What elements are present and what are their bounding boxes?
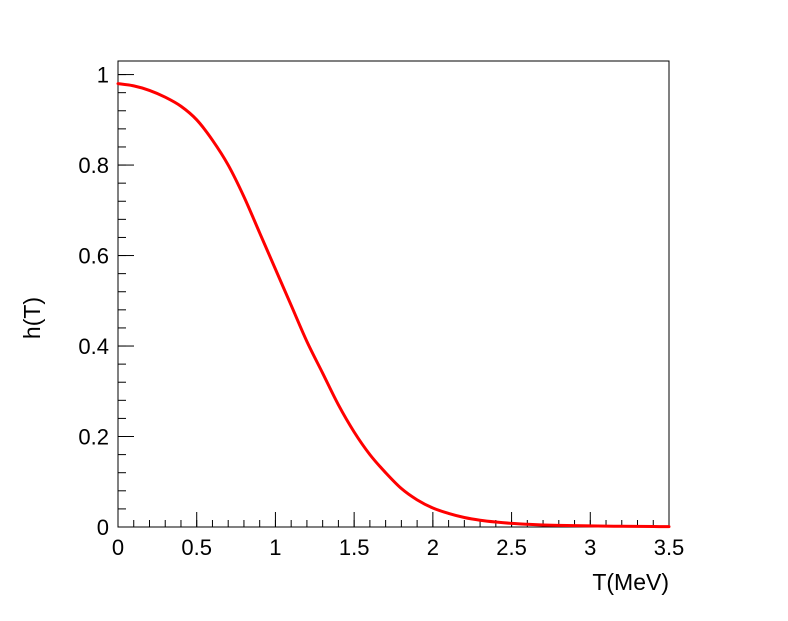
series-line-h-of-t — [116, 82, 671, 529]
x-tick-label: 0.5 — [181, 535, 212, 560]
x-tick-label: 2.5 — [496, 535, 527, 560]
x-tick-label: 1 — [269, 535, 281, 560]
y-tick-label: 0.6 — [78, 244, 109, 269]
y-tick-label: 1 — [97, 63, 109, 88]
x-tick-label: 2 — [427, 535, 439, 560]
y-tick-label: 0.2 — [78, 425, 109, 450]
y-axis-title: h(T) — [19, 297, 45, 339]
x-tick-label: 3.5 — [654, 535, 685, 560]
y-tick-labels: 0 0.2 0.4 0.6 0.8 1 — [78, 63, 109, 540]
x-tick-label: 0 — [112, 535, 124, 560]
y-tick-label: 0.4 — [78, 334, 109, 359]
y-tick-label: 0.8 — [78, 153, 109, 178]
x-tick-labels: 0 0.5 1 1.5 2 2.5 3 3.5 — [112, 535, 684, 560]
plot-frame — [117, 60, 670, 528]
major-ticks — [117, 74, 670, 528]
minor-ticks — [117, 74, 670, 528]
x-tick-label: 1.5 — [339, 535, 370, 560]
x-axis-title: T(MeV) — [592, 569, 669, 595]
y-tick-label: 0 — [97, 515, 109, 540]
x-tick-label: 3 — [584, 535, 596, 560]
